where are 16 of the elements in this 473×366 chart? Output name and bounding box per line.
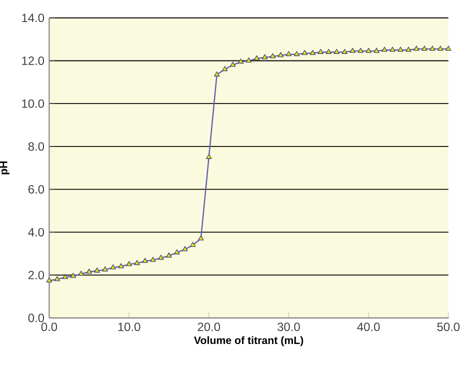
y-tick-label: 14.0 [22, 14, 44, 22]
x-axis-title: Volume of titrant (mL) [194, 336, 304, 346]
y-tick-label: 0.0 [28, 314, 44, 322]
x-tick-label: 10.0 [118, 322, 140, 332]
y-tick-label: 4.0 [28, 228, 44, 236]
x-tick-label: 30.0 [278, 322, 300, 332]
x-tick-label: 40.0 [357, 322, 380, 332]
x-tick-label: 0.0 [41, 322, 58, 332]
x-tick-label: 20.0 [198, 322, 220, 332]
y-tick-label: 12.0 [22, 56, 44, 65]
y-axis-title: pH [0, 162, 10, 174]
y-tick-label: 8.0 [28, 142, 44, 151]
y-tick-label: 10.0 [22, 99, 44, 108]
x-tick-label: 50.0 [437, 322, 460, 332]
y-tick-label: 2.0 [28, 270, 44, 280]
y-tick-label: 6.0 [28, 185, 44, 194]
